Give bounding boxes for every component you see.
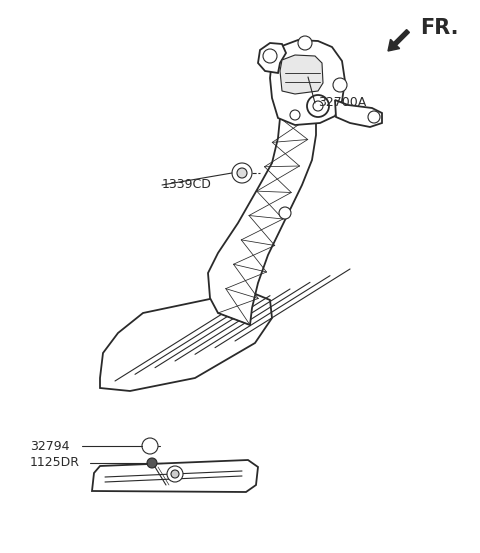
Text: 32794: 32794 [30,440,70,452]
Polygon shape [100,291,272,391]
Circle shape [171,470,179,478]
Polygon shape [335,100,382,127]
Circle shape [237,168,247,178]
Polygon shape [208,113,316,325]
Circle shape [333,78,347,92]
Text: 1125DR: 1125DR [30,456,80,469]
Text: FR.: FR. [420,18,458,38]
Text: 32700A: 32700A [318,97,366,109]
Circle shape [142,438,158,454]
FancyArrow shape [388,30,409,51]
Circle shape [167,466,183,482]
Circle shape [147,458,157,468]
Circle shape [263,49,277,63]
Polygon shape [92,460,258,492]
Circle shape [290,110,300,120]
Circle shape [232,163,252,183]
Circle shape [279,207,291,219]
Circle shape [298,36,312,50]
Polygon shape [258,43,286,73]
Text: 1339CD: 1339CD [162,179,212,191]
Circle shape [313,101,323,111]
Circle shape [368,111,380,123]
Polygon shape [270,40,345,125]
Polygon shape [280,55,323,94]
Circle shape [307,95,329,117]
